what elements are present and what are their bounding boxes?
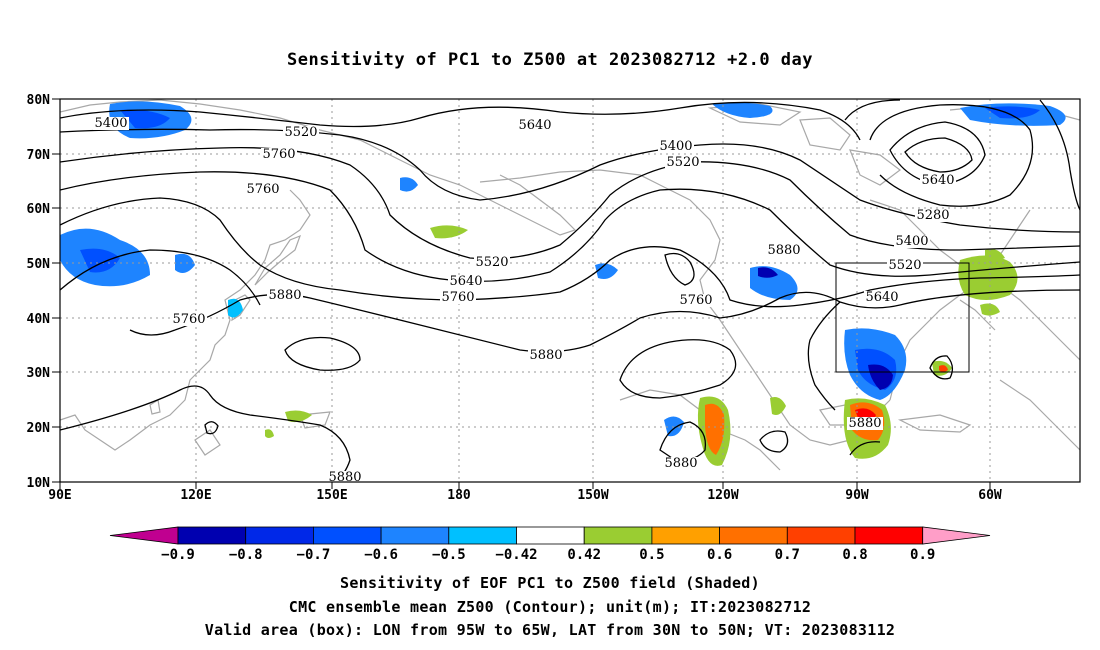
contour-label: 5760: [441, 290, 474, 305]
colorbar-segment: [448, 526, 517, 545]
colorbar-level-label: 0.6: [707, 547, 732, 563]
colorbar-segment: [651, 526, 721, 545]
contour-label: 5520: [666, 155, 699, 170]
contour-label: 5640: [921, 173, 954, 188]
lat-label: 80N: [27, 93, 51, 108]
contour-label-bg: [663, 457, 699, 470]
contour-label: 5640: [865, 290, 898, 305]
contour-label: 5520: [475, 255, 508, 270]
lon-label: 150E: [316, 488, 347, 503]
contour-label-bg: [528, 349, 564, 362]
contour-label-bg: [261, 148, 297, 161]
colorbar-segment: [312, 526, 382, 545]
colorbar-level-label: 0.9: [910, 547, 935, 563]
contour-label: 5640: [518, 118, 551, 133]
contour-label: 5280: [916, 208, 949, 223]
lon-label: 120E: [180, 488, 211, 503]
lat-label: 20N: [27, 421, 51, 436]
contour-label-bg: [448, 275, 484, 288]
contour-label: 5400: [94, 116, 127, 131]
lat-label: 70N: [27, 148, 51, 163]
contour-label: 5400: [659, 139, 692, 154]
colorbar-level-label: −0.42: [495, 547, 537, 563]
colorbar-level-label: −0.5: [432, 547, 466, 563]
contour-label-bg: [327, 471, 363, 484]
colorbar-segment: [245, 526, 314, 545]
contour-label: 5880: [268, 288, 301, 303]
lon-label: 60W: [978, 488, 1002, 503]
colorbar-level-label: 0.8: [842, 547, 867, 563]
colorbar-min-arrow: [109, 526, 179, 545]
lat-label: 30N: [27, 366, 51, 381]
contour-label-bg: [864, 291, 900, 304]
colorbar-level-label: 0.42: [567, 547, 601, 563]
colorbar-segment: [786, 526, 856, 545]
lat-label: 10N: [27, 476, 51, 491]
contour-label-bg: [245, 183, 281, 196]
contour-label-bg: [847, 417, 883, 430]
contour-label-bg: [171, 313, 207, 326]
map-frame: [59, 98, 1081, 483]
colorbar-level-label: −0.6: [364, 547, 398, 563]
colorbar-level-label: 0.7: [775, 547, 800, 563]
colorbar-segment: [719, 526, 788, 545]
contour-label-bg: [887, 259, 923, 272]
lat-label: 60N: [27, 202, 51, 217]
figure-title: Sensitivity of PC1 to Z500 at 2023082712…: [286, 50, 813, 70]
contour-label-bg: [283, 126, 319, 139]
colorbar-level-label: −0.7: [297, 547, 331, 563]
contour-label: 5880: [529, 348, 562, 363]
contour-label: 5880: [328, 470, 361, 485]
colorbar-level-label: 0.5: [639, 547, 664, 563]
colorbar-segment: [583, 526, 653, 545]
contour-label: 5400: [895, 234, 928, 249]
colorbar-level-label: −0.9: [161, 547, 195, 563]
contour-label-bg: [920, 174, 956, 187]
caption-line-2: CMC ensemble mean Z500 (Contour); unit(m…: [288, 598, 812, 616]
lon-label: 180: [447, 488, 471, 503]
lon-label: 150W: [577, 488, 608, 503]
contour-label-bg: [93, 117, 129, 130]
contour-label: 5760: [262, 147, 295, 162]
contour-label: 5760: [246, 182, 279, 197]
contour-label-bg: [766, 244, 802, 257]
lat-label: 40N: [27, 312, 51, 327]
contour-label-bg: [894, 235, 930, 248]
contour-label-bg: [915, 209, 951, 222]
contour-label-bg: [517, 119, 553, 132]
contour-label: 5760: [679, 293, 712, 308]
colorbar-level-label: −0.8: [229, 547, 263, 563]
lon-label: 120W: [707, 488, 738, 503]
contour-label: 5520: [888, 258, 921, 273]
lon-label: 90E: [48, 488, 71, 503]
contour-label: 5880: [664, 456, 697, 471]
colorbar-segment: [854, 526, 924, 545]
caption-line-3: Valid area (box): LON from 95W to 65W, L…: [204, 621, 896, 639]
contour-label: 5520: [284, 125, 317, 140]
contour-label: 5640: [449, 274, 482, 289]
colorbar-segment: [380, 526, 450, 545]
contour-label-bg: [665, 156, 701, 169]
lon-label: 90W: [845, 488, 869, 503]
contour-label-bg: [678, 294, 714, 307]
colorbar-segment: [516, 526, 585, 545]
lat-label: 50N: [27, 257, 51, 272]
contour-label-bg: [658, 140, 694, 153]
colorbar-segment: [177, 526, 247, 545]
contour-label-bg: [440, 291, 476, 304]
contour-label: 5880: [767, 243, 800, 258]
contour-label: 5880: [848, 416, 881, 431]
caption-line-1: Sensitivity of EOF PC1 to Z500 field (Sh…: [340, 574, 760, 592]
z500-contours: [60, 99, 1080, 482]
contour-label: 5760: [172, 312, 205, 327]
contour-label-bg: [474, 256, 510, 269]
contour-label-bg: [267, 289, 303, 302]
colorbar-max-arrow: [922, 526, 991, 545]
